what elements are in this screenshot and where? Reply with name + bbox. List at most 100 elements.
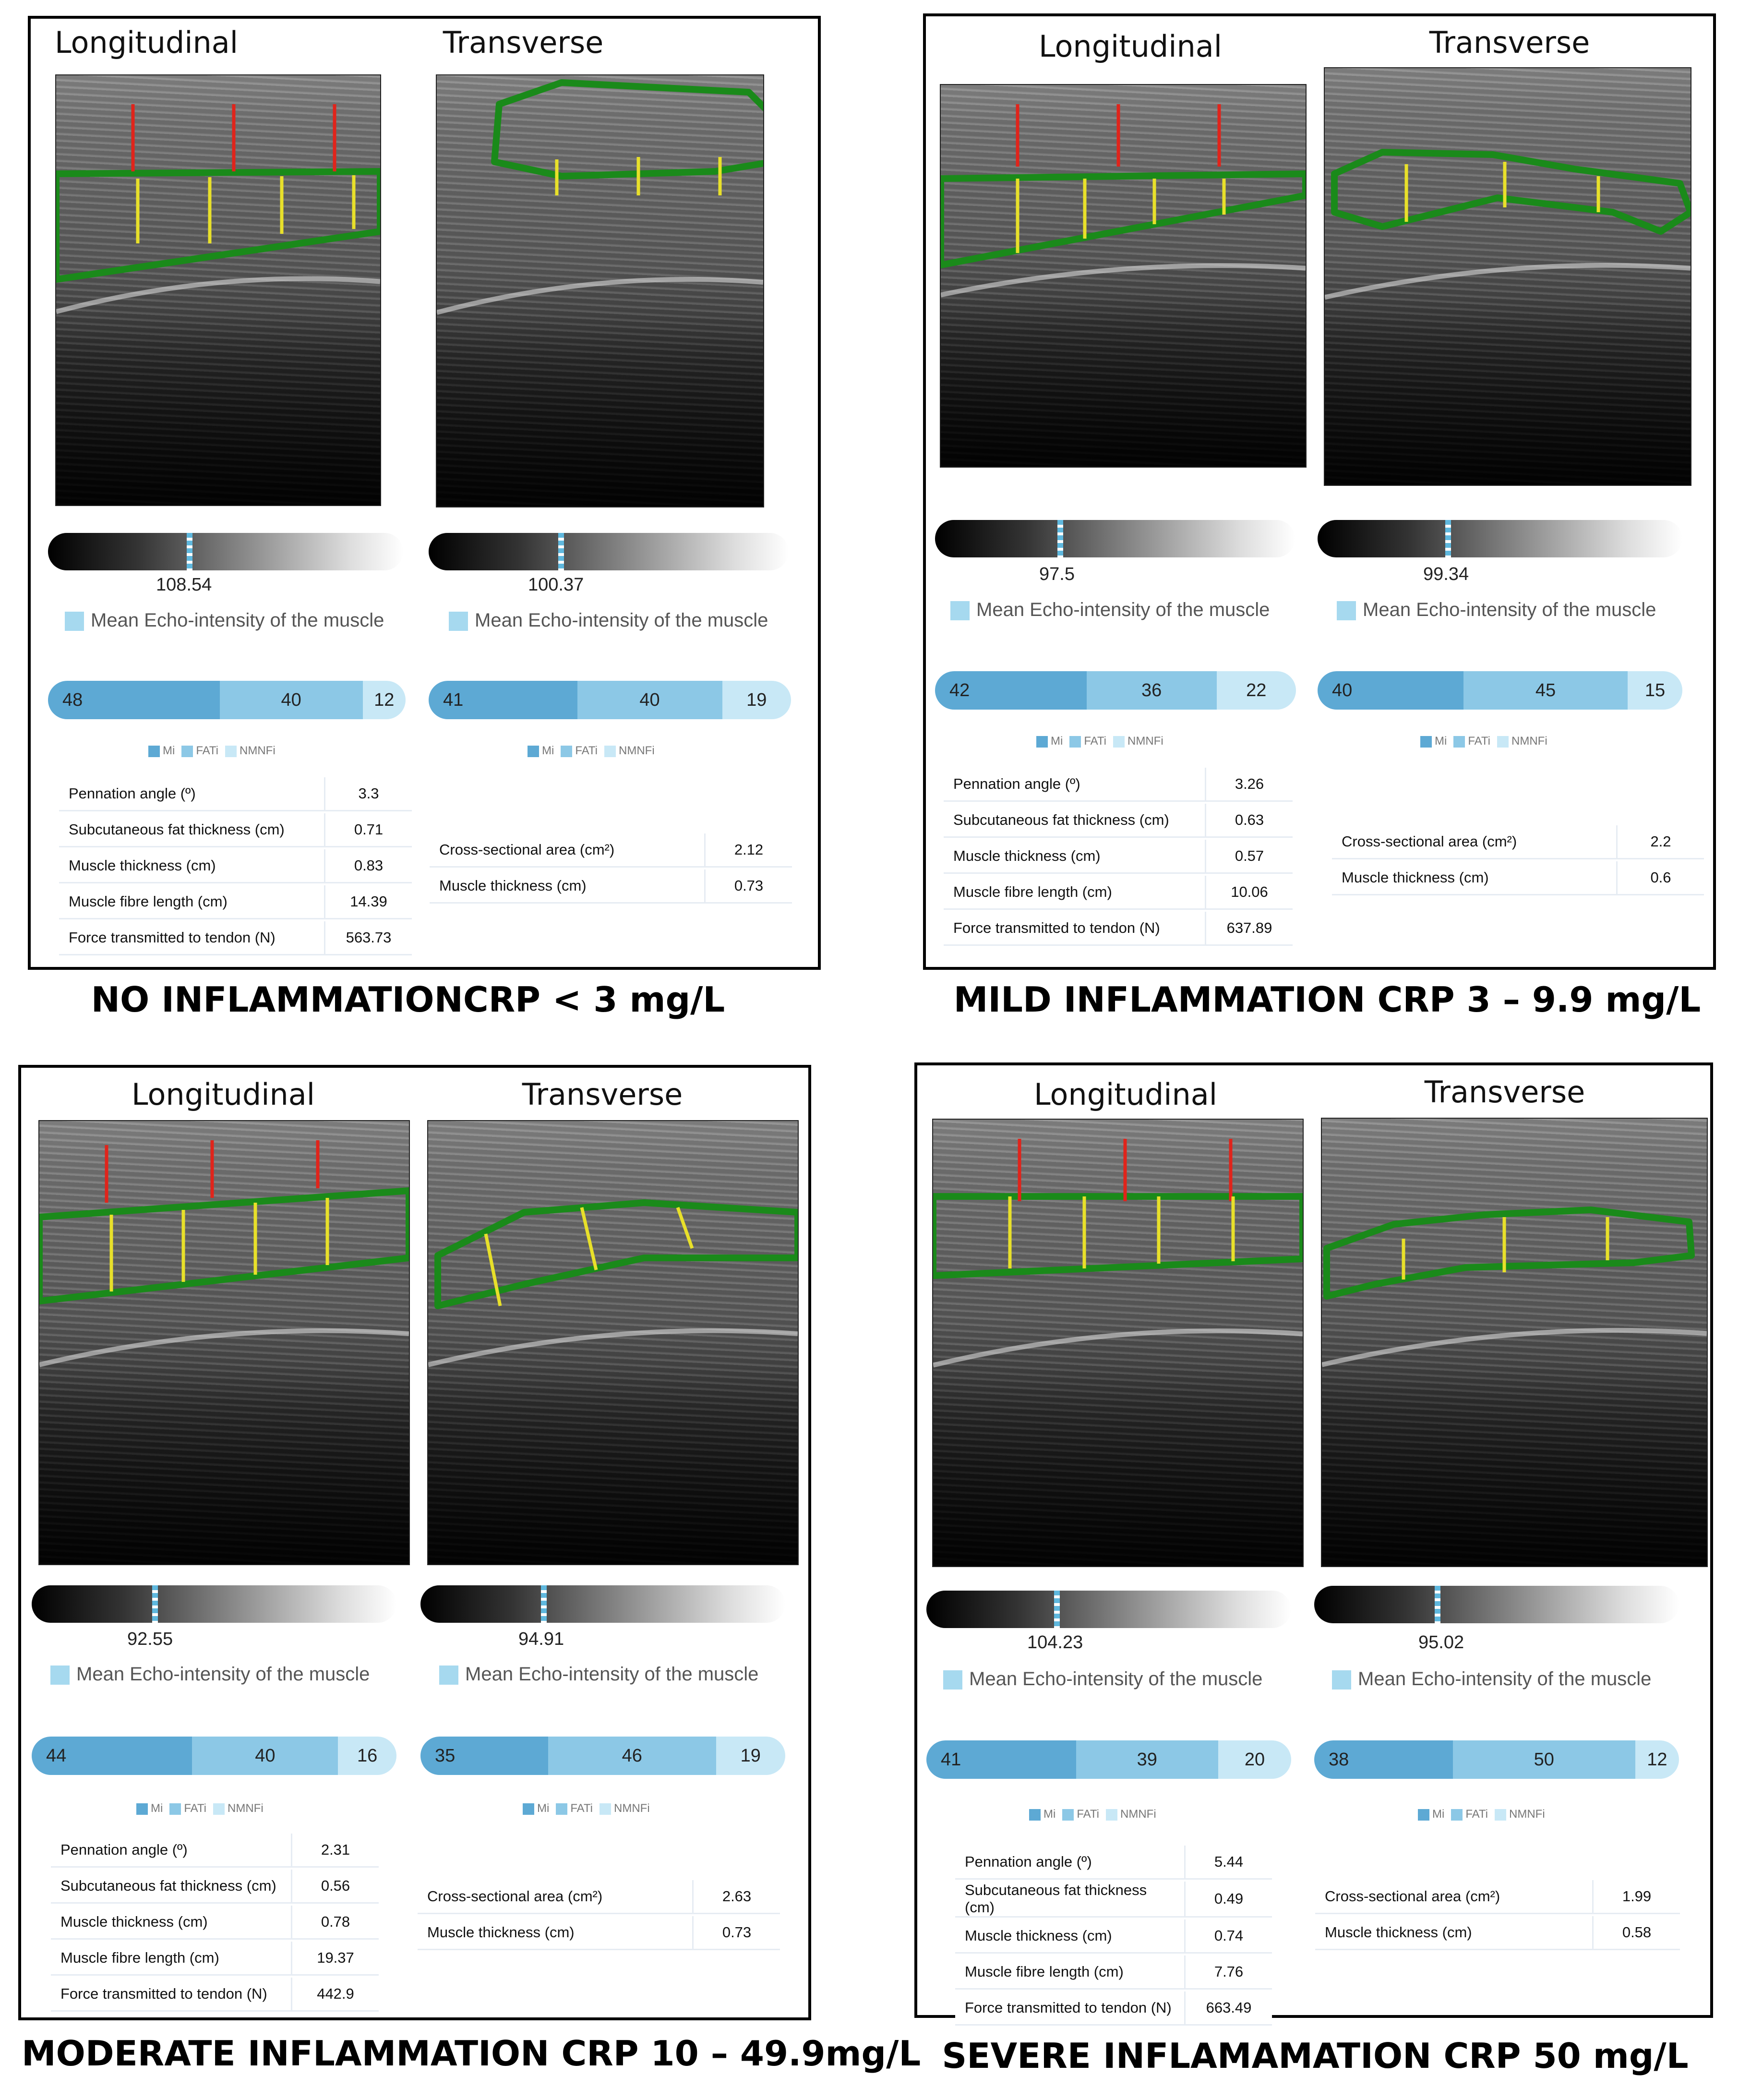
metric-row: Muscle thickness (cm) 0.57 [944, 840, 1293, 874]
metric-label: Muscle thickness (cm) [418, 1916, 692, 1950]
longitudinal-annotation-overlay [56, 104, 380, 314]
legend-label: Mean Echo-intensity of the muscle [969, 1668, 1263, 1690]
longitudinal-echo-intensity-legend: Mean Echo-intensity of the muscle [65, 610, 384, 631]
nmnfi-key-swatch [1495, 1809, 1506, 1821]
mi-key-label: Mi [163, 744, 175, 757]
longitudinal-echo-intensity-value: 108.54 [156, 575, 212, 595]
mi-key-swatch [523, 1803, 534, 1815]
metric-label: Muscle thickness (cm) [1332, 861, 1616, 895]
longitudinal-composition-keys: Mi FATi NMNFi [1022, 1808, 1156, 1821]
longitudinal-echo-intensity-scale [935, 520, 1295, 557]
transverse-annotation-overlay [1322, 1207, 1707, 1367]
metric-label: Muscle thickness (cm) [955, 1919, 1184, 1954]
transverse-echo-intensity-legend: Mean Echo-intensity of the muscle [1337, 599, 1656, 621]
metric-row: Cross-sectional area (cm²) 2.63 [418, 1880, 780, 1914]
metric-value: 0.73 [692, 1916, 780, 1950]
metric-value: 1.99 [1592, 1880, 1680, 1914]
longitudinal-metrics-table: Pennation angle (º) 2.31 Subcutaneous fat … [51, 1832, 379, 2014]
mi-segment: 44 [32, 1737, 192, 1775]
metric-value: 0.58 [1592, 1916, 1680, 1950]
metric-row: Pennation angle (º) 3.3 [59, 777, 412, 811]
transverse-metrics-table: Cross-sectional area (cm²) 1.99 Muscle thi… [1315, 1878, 1680, 1952]
panel-caption: MODERATE INFLAMMATION CRP 10 – 49.9mg/L [22, 2033, 921, 2074]
fati-key-swatch [1453, 736, 1465, 748]
nmnfi-key-swatch [600, 1803, 611, 1815]
fati-key-label: FATi [575, 744, 598, 757]
mi-key-label: Mi [1051, 735, 1063, 748]
longitudinal-echo-intensity-legend: Mean Echo-intensity of the muscle [943, 1668, 1262, 1690]
fati-key-label: FATi [1084, 735, 1106, 748]
metric-value: 563.73 [324, 921, 412, 955]
metric-label: Force transmitted to tendon (N) [944, 912, 1205, 946]
metric-row: Subcutaneous fat thickness (cm) 0.56 [51, 1870, 379, 1904]
metric-label: Muscle fibre length (cm) [944, 876, 1205, 910]
fati-key-label: FATi [1465, 1808, 1488, 1821]
mi-key-label: Mi [542, 744, 554, 757]
bone-echo-line [1325, 263, 1691, 300]
transverse-composition-bar: 41 40 19 [429, 681, 791, 719]
fati-key-label: FATi [196, 744, 218, 757]
transverse-composition-keys: Mi FATi NMNFi [1411, 1808, 1545, 1821]
transverse-composition-keys: Mi FATi NMNFi [1414, 735, 1547, 748]
metric-label: Muscle thickness (cm) [944, 840, 1205, 874]
fati-segment: 46 [548, 1737, 716, 1775]
metric-value: 2.63 [692, 1880, 780, 1914]
mi-segment: 41 [429, 681, 577, 719]
metric-row: Muscle thickness (cm) 0.73 [418, 1916, 780, 1950]
metric-value: 3.3 [324, 777, 412, 811]
transverse-echo-intensity-scale [1314, 1586, 1679, 1623]
longitudinal-composition-keys: Mi FATi NMNFi [142, 744, 276, 758]
mi-key-swatch [148, 745, 160, 757]
echo-intensity-marker [187, 533, 192, 570]
metric-row: Cross-sectional area (cm²) 2.12 [430, 833, 792, 868]
nmnfi-key-label: NMNFi [1509, 1808, 1545, 1821]
transverse-metrics-table: Cross-sectional area (cm²) 2.2 Muscle thic… [1332, 823, 1704, 897]
metric-row: Muscle thickness (cm) 0.58 [1315, 1916, 1680, 1950]
fati-segment: 40 [219, 681, 363, 719]
fati-segment: 45 [1463, 671, 1628, 710]
fati-key-swatch [556, 1803, 568, 1815]
transverse-echo-intensity-legend: Mean Echo-intensity of the muscle [449, 610, 768, 631]
muscle-thickness-marker [580, 1207, 598, 1270]
metric-value: 442.9 [291, 1978, 379, 2012]
longitudinal-composition-bar: 44 40 16 [32, 1737, 396, 1775]
longitudinal-echo-intensity-value: 104.23 [1027, 1632, 1083, 1653]
nmnfi-key-label: NMNFi [614, 1802, 650, 1815]
metric-row: Muscle thickness (cm) 0.6 [1332, 861, 1704, 895]
mi-key-swatch [1420, 736, 1432, 748]
mi-segment: 40 [1318, 671, 1463, 710]
longitudinal-title: Longitudinal [1034, 1077, 1217, 1112]
metric-label: Muscle fibre length (cm) [59, 885, 324, 919]
transverse-ultrasound-image [436, 74, 764, 507]
fati-key-swatch [1451, 1809, 1463, 1821]
nmnfi-key-swatch [1106, 1809, 1117, 1821]
mi-key-label: Mi [1043, 1808, 1056, 1821]
longitudinal-title: Longitudinal [55, 25, 238, 60]
longitudinal-title: Longitudinal [132, 1077, 315, 1112]
echo-intensity-marker [1435, 1586, 1440, 1623]
nmnfi-segment: 12 [1635, 1740, 1679, 1779]
metric-label: Pennation angle (º) [955, 1846, 1184, 1880]
legend-swatch [65, 612, 84, 631]
transverse-echo-intensity-scale [420, 1585, 785, 1623]
mi-key-swatch [1418, 1809, 1429, 1821]
mi-segment: 38 [1314, 1740, 1453, 1779]
legend-label: Mean Echo-intensity of the muscle [1358, 1668, 1652, 1690]
legend-swatch [1332, 1670, 1351, 1690]
metric-row: Pennation angle (º) 2.31 [51, 1834, 379, 1868]
metric-label: Cross-sectional area (cm²) [1332, 825, 1616, 859]
longitudinal-echo-intensity-value: 97.5 [1039, 564, 1075, 584]
mi-segment: 48 [48, 681, 220, 719]
fati-key-swatch [181, 745, 193, 757]
echo-intensity-marker [541, 1585, 547, 1623]
metric-row: Subcutaneous fat thickness (cm) 0.63 [944, 804, 1293, 838]
muscle-outline [1323, 1207, 1695, 1300]
muscle-outline [1331, 149, 1691, 235]
metric-value: 0.78 [291, 1906, 379, 1940]
transverse-title: Transverse [1429, 25, 1590, 60]
transverse-echo-intensity-legend: Mean Echo-intensity of the muscle [1332, 1668, 1651, 1690]
transverse-title: Transverse [522, 1077, 683, 1112]
longitudinal-annotation-overlay [941, 104, 1306, 298]
metric-value: 0.73 [704, 869, 792, 904]
muscle-outline [39, 1187, 409, 1304]
